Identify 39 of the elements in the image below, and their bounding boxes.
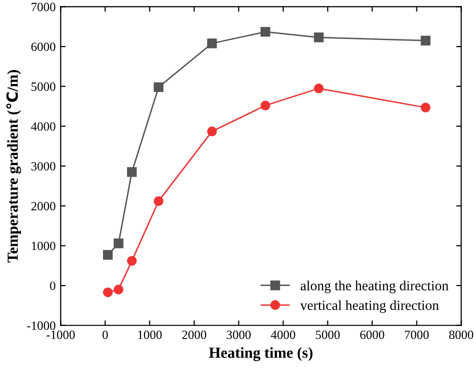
y-tick-label: -1000 xyxy=(27,321,56,330)
y-tick-label: 5000 xyxy=(32,82,56,91)
point xyxy=(314,84,324,94)
x-tick-label: 4000 xyxy=(270,330,296,340)
point xyxy=(127,167,137,177)
legend-label: along the heating direction xyxy=(300,280,448,294)
point xyxy=(207,126,217,136)
point xyxy=(102,250,113,260)
point xyxy=(114,238,124,248)
x-tick-label: 6000 xyxy=(360,330,384,340)
y-tick-label: 1000 xyxy=(32,242,56,250)
point xyxy=(207,38,217,48)
x-tick-label: 2000 xyxy=(182,330,206,340)
point xyxy=(420,36,430,46)
legend-label: vertical heating direction xyxy=(300,300,439,313)
point xyxy=(260,26,270,37)
y-axis-title: Temperature gradient (℃/m) xyxy=(6,70,22,262)
x-tick-label: 5000 xyxy=(316,330,340,340)
y-tick-label: 3000 xyxy=(31,162,56,171)
point xyxy=(114,284,124,294)
x-tick-label: 3000 xyxy=(226,330,251,340)
y-tick-label: 2000 xyxy=(31,202,56,210)
x-tick-label: 1000 xyxy=(138,330,162,340)
x-tick-label: 7000 xyxy=(405,330,429,340)
point xyxy=(314,32,324,42)
point xyxy=(127,256,137,266)
x-tick-label: 0 xyxy=(102,330,108,340)
x-tick-label: 8000 xyxy=(449,330,474,340)
point xyxy=(154,196,164,206)
x-tick-label: -1000 xyxy=(46,330,75,340)
y-tick-label: 7000 xyxy=(32,2,56,12)
point xyxy=(420,102,430,112)
y-tick-label: 0 xyxy=(50,282,56,290)
y-tick-label: 6000 xyxy=(31,42,56,52)
y-tick-label: 4000 xyxy=(31,122,56,131)
point xyxy=(102,287,113,298)
point xyxy=(260,100,270,110)
point xyxy=(154,82,164,92)
x-axis-title: Heating time (s) xyxy=(209,347,312,362)
